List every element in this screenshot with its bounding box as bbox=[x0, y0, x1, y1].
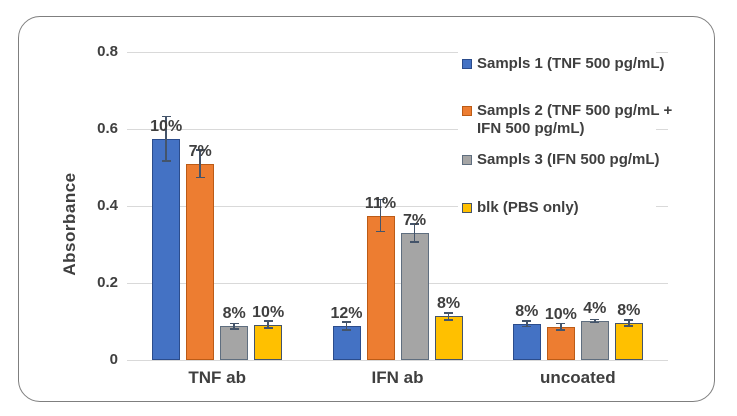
error-bar-top-cap bbox=[376, 198, 385, 201]
bar-data-label: 7% bbox=[402, 211, 427, 229]
legend-label-line: Sampls 2 (TNF 500 pg/mL + bbox=[477, 102, 673, 119]
legend-label: Sampls 3 (IFN 500 pg/mL) bbox=[477, 151, 660, 169]
legend-item: Sampls 2 (TNF 500 pg/mL + IFN 500 pg/mL) bbox=[462, 102, 672, 137]
error-bar-top-cap bbox=[263, 320, 273, 322]
error-bar bbox=[628, 320, 630, 326]
bar bbox=[366, 215, 395, 360]
legend: Sampls 1 (TNF 500 pg/mL) Sampls 2 (TNF 50… bbox=[458, 45, 672, 223]
error-bar bbox=[233, 323, 235, 329]
bar-data-label: 11% bbox=[364, 194, 397, 212]
bar bbox=[220, 326, 249, 360]
bar bbox=[580, 321, 609, 360]
error-bar-bottom-cap bbox=[444, 319, 453, 321]
error-bar-bottom-cap bbox=[195, 176, 205, 179]
legend-item: blk (PBS only) bbox=[462, 199, 579, 217]
error-bar-top-cap bbox=[590, 318, 600, 321]
bar-data-label: 4% bbox=[583, 300, 607, 318]
error-bar bbox=[447, 313, 450, 320]
gridline bbox=[127, 128, 668, 130]
bar bbox=[434, 316, 463, 360]
legend-marker-icon bbox=[462, 155, 472, 165]
error-bar bbox=[594, 319, 596, 323]
bar-data-label: 10% bbox=[252, 303, 285, 321]
y-tick-label: 0.4 bbox=[97, 197, 118, 214]
legend-item: Sampls 3 (IFN 500 pg/mL) bbox=[462, 151, 660, 169]
bar bbox=[546, 326, 575, 360]
error-bar-top-cap bbox=[624, 319, 634, 321]
legend-label-line: Sampls 3 (IFN 500 pg/mL) bbox=[477, 151, 660, 168]
y-tick-label: 0.8 bbox=[97, 43, 118, 60]
bar bbox=[152, 138, 181, 360]
legend-marker-icon bbox=[462, 59, 472, 69]
bar-data-label: 10% bbox=[544, 305, 577, 323]
legend-label-line: blk (PBS only) bbox=[477, 199, 579, 216]
legend-label: Sampls 1 (TNF 500 pg/mL) bbox=[477, 55, 665, 73]
bar-data-label: 10% bbox=[150, 117, 183, 135]
legend-marker-icon bbox=[462, 106, 472, 116]
bar-data-label: 8% bbox=[222, 305, 246, 323]
legend-label: blk (PBS only) bbox=[477, 199, 579, 217]
category-label: uncoated bbox=[540, 368, 616, 387]
bar-data-label: 12% bbox=[330, 305, 363, 323]
category-label: IFN ab bbox=[371, 368, 424, 387]
error-bar-bottom-cap bbox=[556, 329, 566, 331]
error-bar bbox=[526, 320, 528, 327]
error-bar-top-cap bbox=[522, 320, 532, 322]
error-bar-bottom-cap bbox=[263, 327, 273, 329]
error-bar-top-cap bbox=[556, 322, 566, 325]
y-tick-label: 0.6 bbox=[97, 120, 118, 137]
bar-data-label: 7% bbox=[188, 142, 212, 160]
error-bar-bottom-cap bbox=[376, 230, 385, 233]
y-tick-label: 0.2 bbox=[97, 274, 118, 291]
error-bar bbox=[560, 323, 562, 331]
gridline bbox=[127, 282, 668, 284]
error-bar-top-cap bbox=[161, 115, 171, 118]
error-bar bbox=[267, 321, 269, 329]
error-bar-bottom-cap bbox=[342, 329, 351, 331]
error-bar-top-cap bbox=[342, 321, 351, 323]
bar bbox=[254, 324, 283, 360]
bar bbox=[332, 326, 361, 360]
bar bbox=[186, 163, 215, 360]
error-bar-bottom-cap bbox=[161, 160, 171, 162]
bar-data-label: 8% bbox=[436, 295, 461, 313]
y-tick-label: 0 bbox=[109, 351, 118, 368]
gridline bbox=[127, 359, 668, 361]
legend-item: Sampls 1 (TNF 500 pg/mL) bbox=[462, 55, 665, 73]
legend-label-line: Sampls 1 (TNF 500 pg/mL) bbox=[477, 55, 665, 72]
bar bbox=[512, 323, 541, 360]
error-bar bbox=[199, 149, 201, 178]
bar bbox=[400, 232, 429, 360]
bar bbox=[614, 323, 643, 360]
error-bar bbox=[165, 116, 167, 161]
error-bar bbox=[345, 322, 348, 331]
bar-data-label: 8% bbox=[515, 302, 539, 320]
gridline bbox=[127, 51, 668, 53]
error-bar-bottom-cap bbox=[522, 325, 532, 328]
error-bar-bottom-cap bbox=[229, 328, 239, 330]
error-bar-top-cap bbox=[229, 322, 239, 325]
error-bar bbox=[379, 199, 382, 232]
error-bar-top-cap bbox=[444, 312, 453, 314]
legend-marker-icon bbox=[462, 203, 472, 213]
category-label: TNF ab bbox=[188, 368, 246, 387]
error-bar-bottom-cap bbox=[590, 321, 600, 324]
error-bar-top-cap bbox=[410, 223, 419, 225]
error-bar-bottom-cap bbox=[410, 241, 419, 243]
gridline bbox=[127, 205, 668, 207]
legend-label: Sampls 2 (TNF 500 pg/mL + IFN 500 pg/mL) bbox=[477, 102, 672, 137]
bar-data-label: 8% bbox=[617, 302, 641, 320]
error-bar bbox=[413, 224, 416, 242]
error-bar-top-cap bbox=[195, 149, 205, 151]
error-bar-bottom-cap bbox=[624, 325, 634, 327]
legend-label-line: IFN 500 pg/mL) bbox=[477, 119, 585, 137]
